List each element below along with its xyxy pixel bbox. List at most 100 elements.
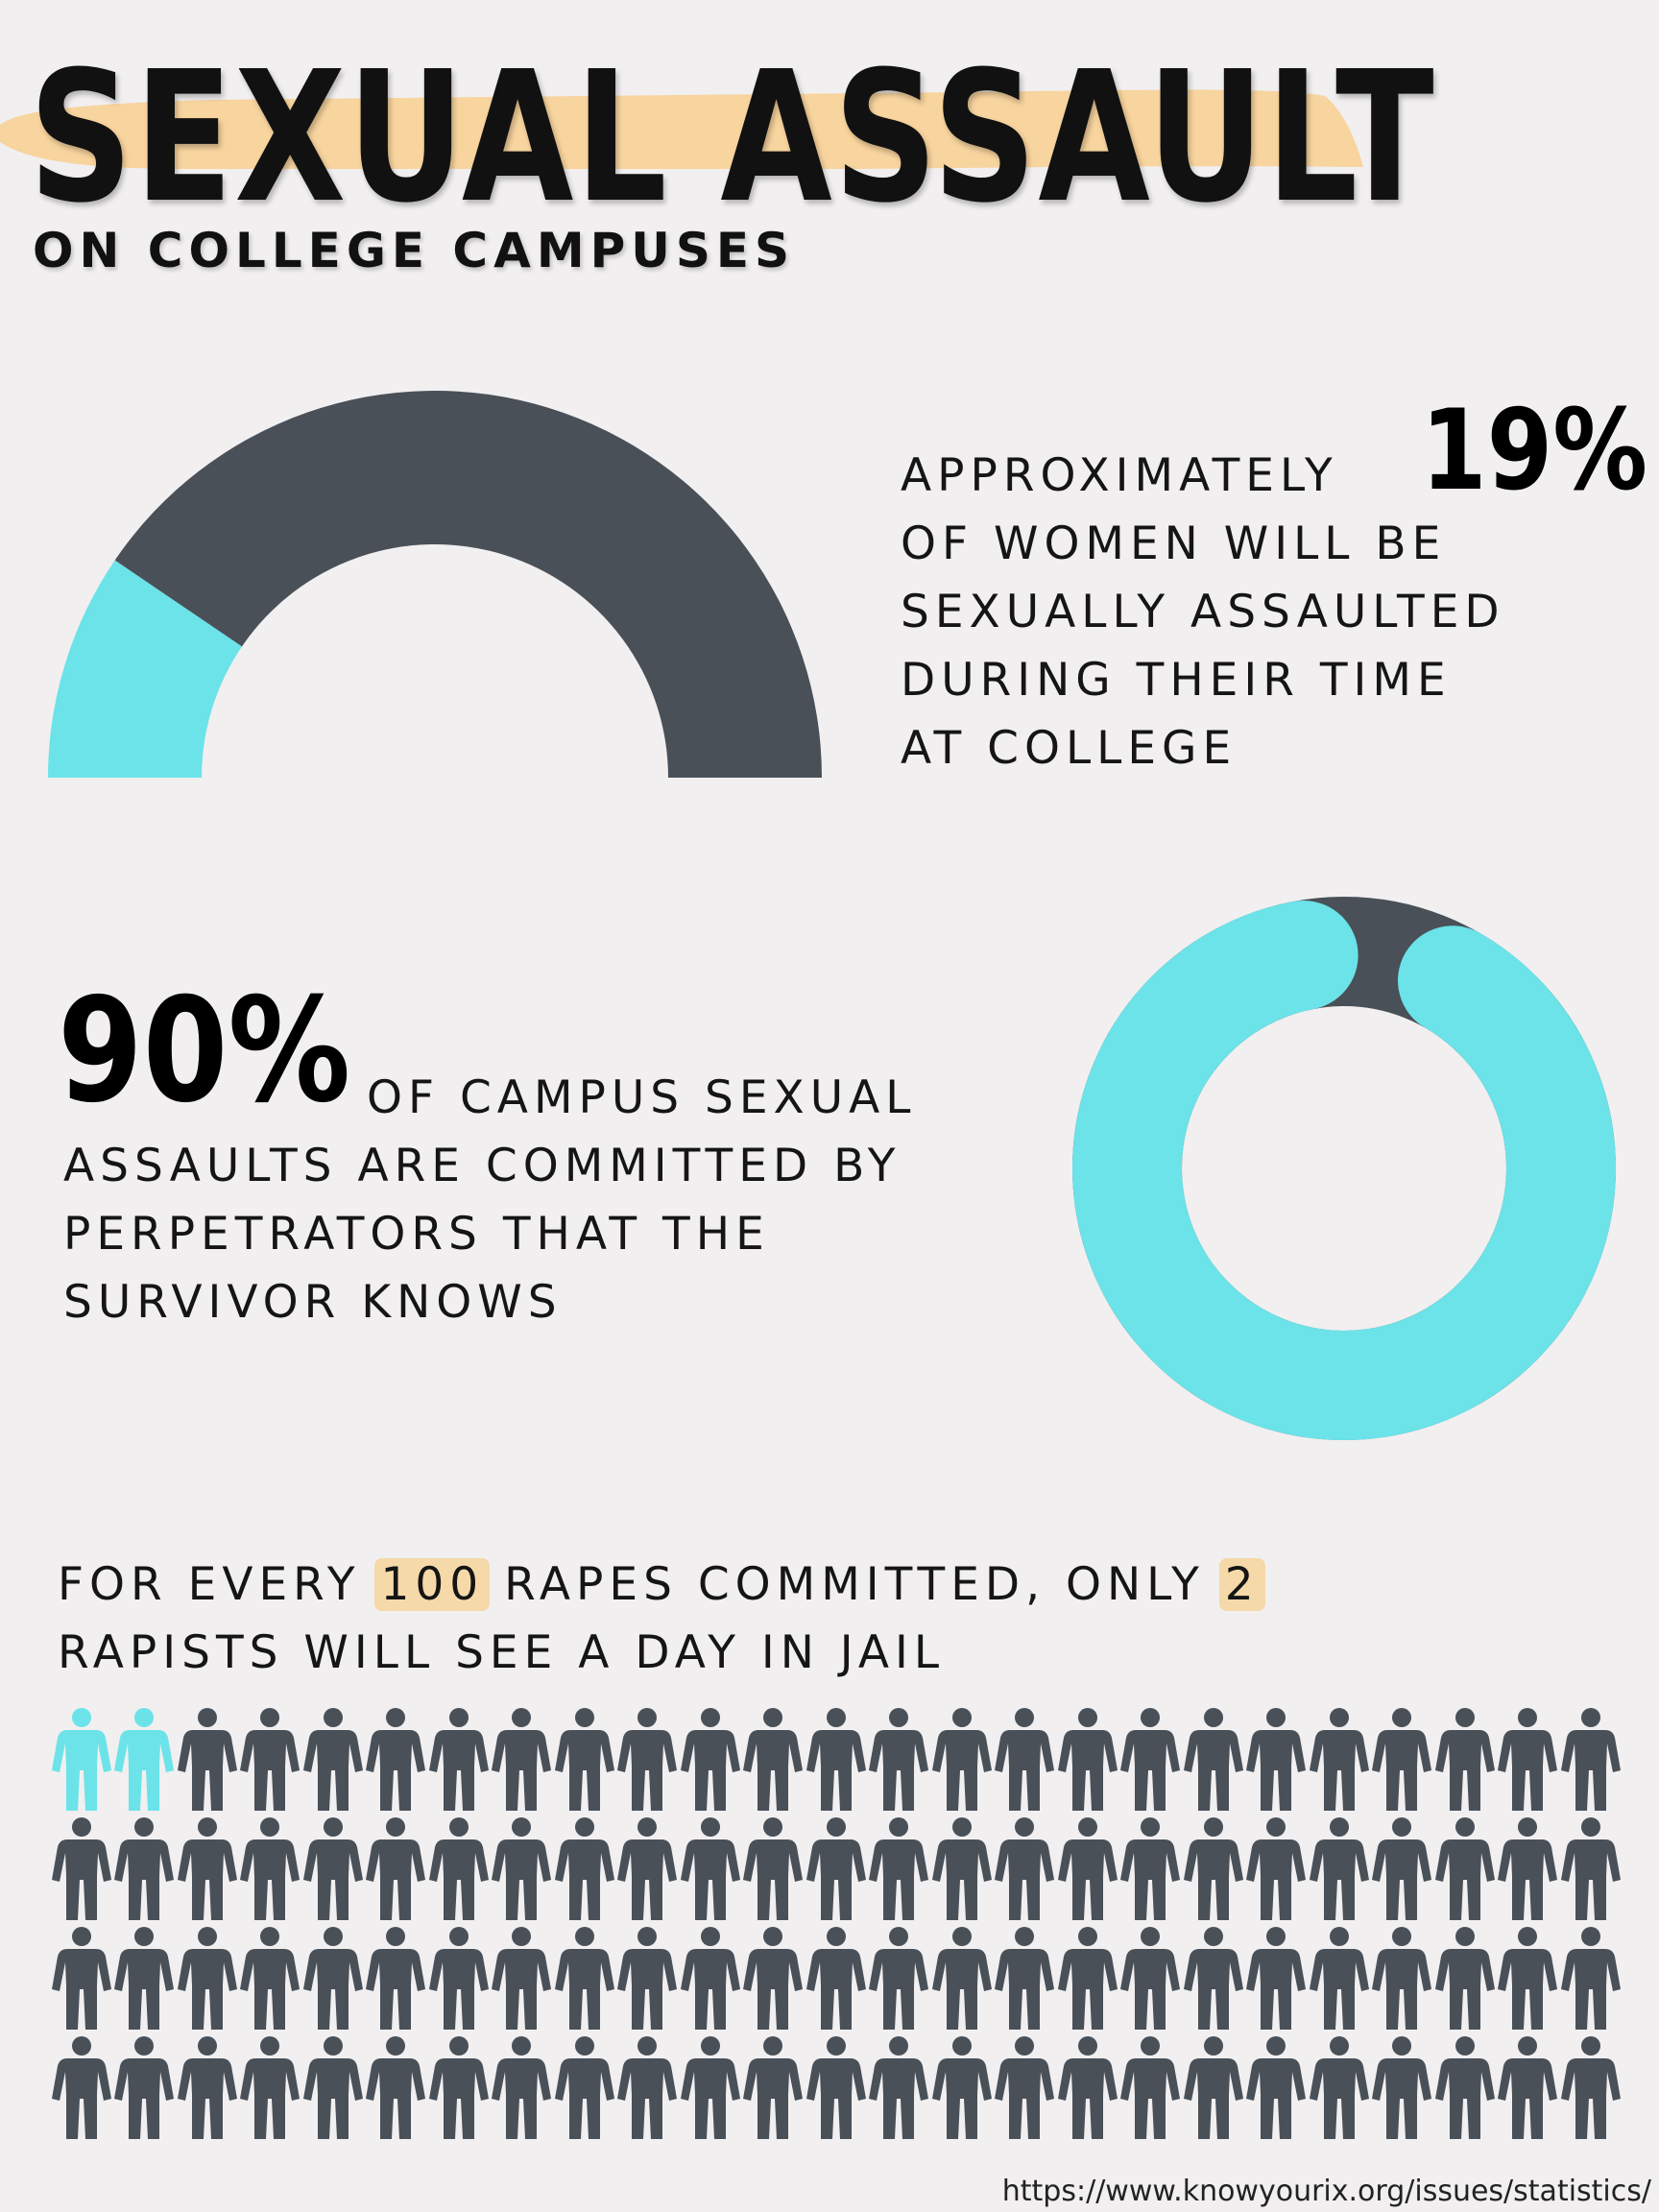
source-link[interactable]: https://www.knowyourix.org/issues/statis… xyxy=(1001,2175,1651,2208)
person-icon xyxy=(930,1707,994,1816)
stat2-text: OF CAMPUS SEXUAL ASSAULTS ARE COMMITTED … xyxy=(63,1064,916,1336)
person-icon xyxy=(176,1816,239,1926)
person-icon xyxy=(239,1816,302,1926)
person-icon xyxy=(1559,1816,1623,1926)
person-icon xyxy=(616,1926,680,2035)
person-icon xyxy=(1371,2035,1434,2145)
person-icon xyxy=(868,2035,931,2145)
person-icon xyxy=(553,1926,616,2035)
person-icon xyxy=(679,1707,742,1816)
stat1-line: SEXUALLY ASSAULTED xyxy=(901,586,1505,638)
title-highlight-stroke xyxy=(0,89,1363,169)
person-icon xyxy=(1497,1816,1560,1926)
person-icon xyxy=(930,1926,994,2035)
person-icon xyxy=(1056,1926,1119,2035)
person-icon xyxy=(1308,1816,1371,1926)
person-icon xyxy=(1056,1816,1119,1926)
person-icon xyxy=(491,1816,554,1926)
person-icon xyxy=(1308,1926,1371,2035)
stat3-line1-middle: RAPES COMMITTED, ONLY xyxy=(484,1558,1225,1611)
person-icon xyxy=(1245,1816,1309,1926)
person-icon xyxy=(365,2035,428,2145)
person-icon xyxy=(616,1707,680,1816)
person-icon xyxy=(239,2035,302,2145)
person-icon xyxy=(50,1816,113,1926)
person-icon xyxy=(616,2035,680,2145)
person-icon-highlighted xyxy=(50,1707,113,1816)
stat3-text: FOR EVERY 100 RAPES COMMITTED, ONLY 2 RA… xyxy=(58,1551,1280,1687)
person-icon xyxy=(1433,2035,1497,2145)
person-icon xyxy=(1182,2035,1245,2145)
person-icon xyxy=(742,1707,805,1816)
person-icon xyxy=(1182,1816,1245,1926)
person-icon xyxy=(1371,1926,1434,2035)
person-icon xyxy=(301,1707,365,1816)
person-icon xyxy=(1371,1816,1434,1926)
page-subtitle: ON COLLEGE CAMPUSES xyxy=(33,223,796,278)
person-icon xyxy=(427,1926,491,2035)
stat3-line2: RAPISTS WILL SEE A DAY IN JAIL xyxy=(58,1626,946,1679)
person-icon xyxy=(1119,1926,1183,2035)
person-icon xyxy=(868,1707,931,1816)
stat2-line: SURVIVOR KNOWS xyxy=(63,1276,563,1329)
person-icon xyxy=(301,1926,365,2035)
person-icon xyxy=(1559,1926,1623,2035)
person-icon xyxy=(930,2035,994,2145)
person-icon xyxy=(1308,1707,1371,1816)
person-icon xyxy=(553,2035,616,2145)
person-icon xyxy=(365,1707,428,1816)
person-icon xyxy=(1182,1926,1245,2035)
person-icon xyxy=(1056,2035,1119,2145)
person-icon xyxy=(1308,2035,1371,2145)
person-icon xyxy=(491,1707,554,1816)
person-icon xyxy=(1119,1707,1183,1816)
person-icon xyxy=(930,1816,994,1926)
person-icon xyxy=(805,1707,868,1816)
person-icon xyxy=(176,1707,239,1816)
person-icon xyxy=(679,2035,742,2145)
person-icon xyxy=(1559,2035,1623,2145)
person-icon xyxy=(1056,1707,1119,1816)
person-icon xyxy=(553,1816,616,1926)
person-icon xyxy=(491,1926,554,2035)
gauge-segment-rest xyxy=(114,390,823,778)
person-icon xyxy=(994,1926,1057,2035)
person-icon xyxy=(994,1707,1057,1816)
person-icon xyxy=(301,2035,365,2145)
person-icon xyxy=(176,1926,239,2035)
person-icon xyxy=(301,1816,365,1926)
person-icon xyxy=(427,1816,491,1926)
stat3-line1-before: FOR EVERY xyxy=(58,1558,381,1611)
person-icon xyxy=(1119,1816,1183,1926)
person-icon xyxy=(427,1707,491,1816)
person-icon xyxy=(868,1816,931,1926)
person-icon xyxy=(742,2035,805,2145)
person-icon xyxy=(491,2035,554,2145)
person-icon xyxy=(1182,1707,1245,1816)
stat2-line: OF CAMPUS SEXUAL xyxy=(367,1071,917,1124)
person-icon xyxy=(1245,1707,1309,1816)
person-icon xyxy=(365,1926,428,2035)
highlight-2: 2 xyxy=(1218,1558,1265,1611)
stat2-percent: 90% xyxy=(58,968,351,1135)
donut-segment-highlight xyxy=(1072,897,1616,1441)
person-icon xyxy=(1371,1707,1434,1816)
stat1-text: APPROXIMATELY OF WOMEN WILL BE SEXUALLY … xyxy=(901,442,1505,782)
person-icon xyxy=(365,1816,428,1926)
person-icon xyxy=(679,1816,742,1926)
stat1-line: APPROXIMATELY xyxy=(901,449,1338,502)
half-gauge-chart xyxy=(48,390,823,778)
person-icon xyxy=(239,1707,302,1816)
person-icon xyxy=(1433,1926,1497,2035)
person-icon xyxy=(868,1926,931,2035)
person-icon-highlighted xyxy=(113,1707,177,1816)
stat2-line: PERPETRATORS THAT THE xyxy=(63,1208,770,1261)
stat1-line: DURING THEIR TIME xyxy=(901,654,1452,707)
person-icon xyxy=(742,1926,805,2035)
stat1-line: AT COLLEGE xyxy=(901,722,1238,775)
person-icon xyxy=(805,1926,868,2035)
donut-chart xyxy=(1072,897,1616,1441)
person-icon xyxy=(616,1816,680,1926)
person-icon xyxy=(1497,2035,1560,2145)
stat2-line: ASSAULTS ARE COMMITTED BY xyxy=(63,1140,902,1192)
